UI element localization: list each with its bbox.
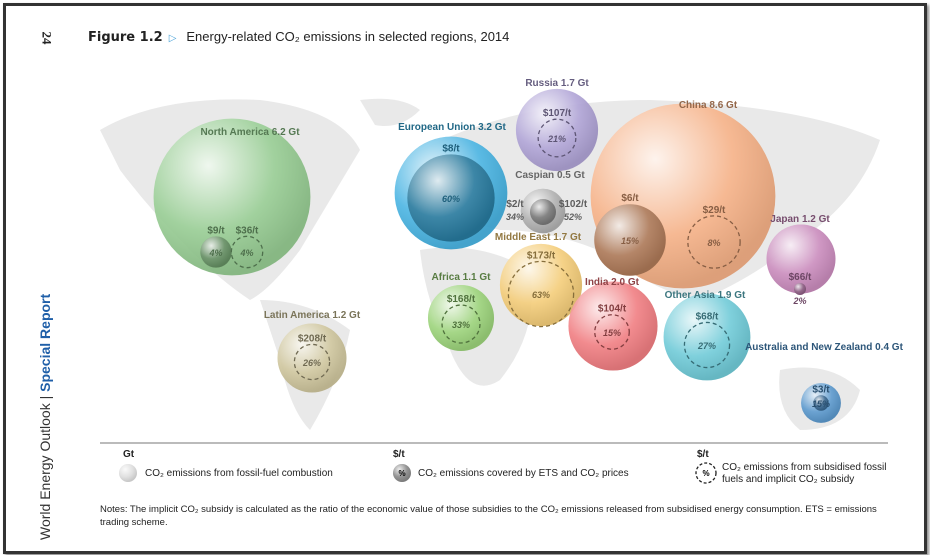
- bubble-highlight: [153, 118, 311, 276]
- region-bubble-group: European Union 3.2 Gt $8/t 60%: [394, 122, 508, 250]
- subsidy-circle: [507, 260, 575, 328]
- subsidy-circle: [441, 304, 481, 344]
- region-bubble-group: Russia 1.7 Gt $107/t 21%: [515, 78, 599, 172]
- bubble-highlight: [499, 243, 583, 327]
- price-label: $66/t: [789, 272, 812, 283]
- triangle-icon: ▷: [168, 33, 177, 44]
- ets-highlight: [594, 204, 666, 276]
- region-label: Caspian 0.5 Gt: [515, 170, 585, 181]
- bubble-highlight: [277, 323, 347, 393]
- price-label: $9/t: [207, 225, 225, 236]
- share-label: 21%: [547, 134, 566, 144]
- legend-symbol-text: %: [702, 469, 709, 478]
- price-label: $3/t: [812, 384, 830, 395]
- region-label: Japan 1.2 Gt: [770, 214, 830, 225]
- subsidy-circle: [230, 235, 264, 269]
- share-label: 52%: [564, 212, 582, 222]
- share-label: 34%: [506, 212, 524, 222]
- region-label: Australia and New Zealand 0.4 Gt: [745, 342, 903, 353]
- legend-text-emissions: CO₂ emissions from fossil-fuel combustio…: [145, 468, 333, 479]
- price-label: $107/t: [543, 108, 572, 119]
- region-label: Africa 1.1 Gt: [432, 272, 492, 283]
- region-label: Russia 1.7 Gt: [525, 78, 589, 89]
- legend-unit-gt: Gt: [123, 449, 135, 460]
- legend-text-ets: CO₂ emissions covered by ETS and CO₂ pri…: [418, 468, 629, 479]
- ets-highlight: [813, 395, 829, 411]
- subsidy-circle: [687, 215, 741, 269]
- subsidy-circle: [537, 118, 577, 158]
- region-bubble-group: Australia and New Zealand 0.4 Gt $3/t 15%: [745, 342, 904, 423]
- share-label: 4%: [208, 248, 222, 258]
- price-label: $102/t: [559, 199, 588, 210]
- figure-title: Figure 1.2 ▷ Energy-related CO₂ emissions …: [88, 29, 509, 45]
- share-label: 60%: [442, 194, 460, 204]
- price-label: $173/t: [527, 250, 556, 261]
- price-label: $29/t: [703, 205, 726, 216]
- bubble-highlight: [766, 224, 836, 294]
- region-label: Middle East 1.7 Gt: [495, 232, 582, 243]
- share-label: 27%: [697, 341, 716, 351]
- price-label: $6/t: [621, 193, 639, 204]
- price-label: $8/t: [442, 143, 460, 154]
- price-label: $168/t: [447, 294, 476, 305]
- share-label: 33%: [452, 320, 470, 330]
- notes: Notes: The implicit CO₂ subsidy is calcu…: [100, 504, 877, 528]
- region-label: India 2.0 Gt: [585, 277, 640, 288]
- price-label: $36/t: [236, 225, 259, 236]
- region-bubble-group: Other Asia 1.9 Gt $68/t 27%: [663, 290, 751, 381]
- region-label: North America 6.2 Gt: [200, 127, 300, 138]
- share-label: 4%: [239, 248, 253, 258]
- price-label: $104/t: [598, 304, 627, 315]
- region-bubble-group: India 2.0 Gt $104/t 15%: [568, 277, 658, 371]
- subsidy-circle: [293, 343, 331, 381]
- bubble-highlight: [515, 88, 599, 172]
- ets-highlight: [794, 283, 806, 295]
- share-label: 63%: [532, 290, 550, 300]
- region-bubble-group: Latin America 1.2 Gt $208/t 26%: [264, 310, 361, 393]
- legend-symbols: % %: [119, 462, 717, 484]
- figure-label: Figure 1.2: [88, 30, 163, 45]
- price-label: $208/t: [298, 333, 327, 344]
- region-label: Latin America 1.2 Gt: [264, 310, 361, 321]
- share-label: 15%: [603, 328, 621, 338]
- bubble-highlight: [568, 281, 658, 371]
- region-label: European Union 3.2 Gt: [398, 122, 506, 133]
- ets-highlight: [407, 154, 495, 242]
- price-label: $2/t: [506, 199, 524, 210]
- region-bubble-group: Japan 1.2 Gt $66/t 2%: [766, 214, 836, 306]
- subsidy-circle: [683, 321, 731, 369]
- region-bubble-group: North America 6.2 Gt $9/t 4% $36/t 4%: [153, 118, 311, 276]
- bubble-highlight: [663, 293, 751, 381]
- region-label: China 8.6 Gt: [679, 100, 738, 111]
- subsidy-circle: [594, 314, 630, 350]
- legend-unit-subsidy: $/t: [697, 449, 709, 460]
- region-label: Other Asia 1.9 Gt: [665, 290, 746, 301]
- region-bubble-group: Caspian 0.5 Gt $2/t 34% $102/t 52%: [506, 170, 588, 234]
- region-bubble-group: Africa 1.1 Gt $168/t 33%: [427, 272, 495, 352]
- legend-symbol-text: %: [398, 469, 405, 478]
- share-label: 8%: [707, 238, 720, 248]
- share-label: 15%: [621, 236, 639, 246]
- region-bubble-group: Middle East 1.7 Gt $173/t 63%: [495, 232, 583, 328]
- ets-highlight: [200, 236, 232, 268]
- price-label: $68/t: [696, 311, 719, 322]
- legend-unit-ets: $/t: [393, 449, 405, 460]
- share-label: 2%: [792, 296, 806, 306]
- legend-text-subsidy: CO₂ emissions from subsidised fossil fue…: [722, 462, 887, 485]
- ets-highlight: [530, 199, 556, 225]
- page-frame: [3, 3, 927, 554]
- share-label: 26%: [302, 358, 321, 368]
- figure-title-text: Energy-related CO₂ emissions in selected…: [186, 29, 510, 44]
- share-label: 15%: [812, 399, 830, 409]
- region-bubble-group: China 8.6 Gt $6/t 15% $29/t 8%: [590, 100, 776, 289]
